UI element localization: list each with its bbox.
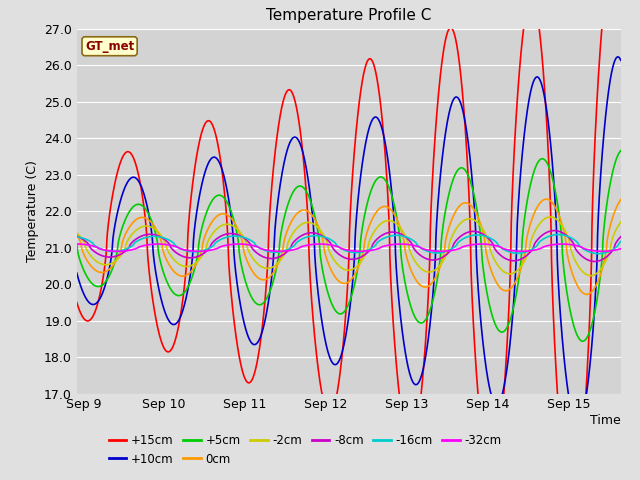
Title: Temperature Profile C: Temperature Profile C <box>266 9 431 24</box>
Text: GT_met: GT_met <box>85 40 134 53</box>
X-axis label: Time: Time <box>590 414 621 427</box>
Y-axis label: Temperature (C): Temperature (C) <box>26 160 38 262</box>
Legend: +15cm, +10cm, +5cm, 0cm, -2cm, -8cm, -16cm, -32cm: +15cm, +10cm, +5cm, 0cm, -2cm, -8cm, -16… <box>106 432 504 468</box>
